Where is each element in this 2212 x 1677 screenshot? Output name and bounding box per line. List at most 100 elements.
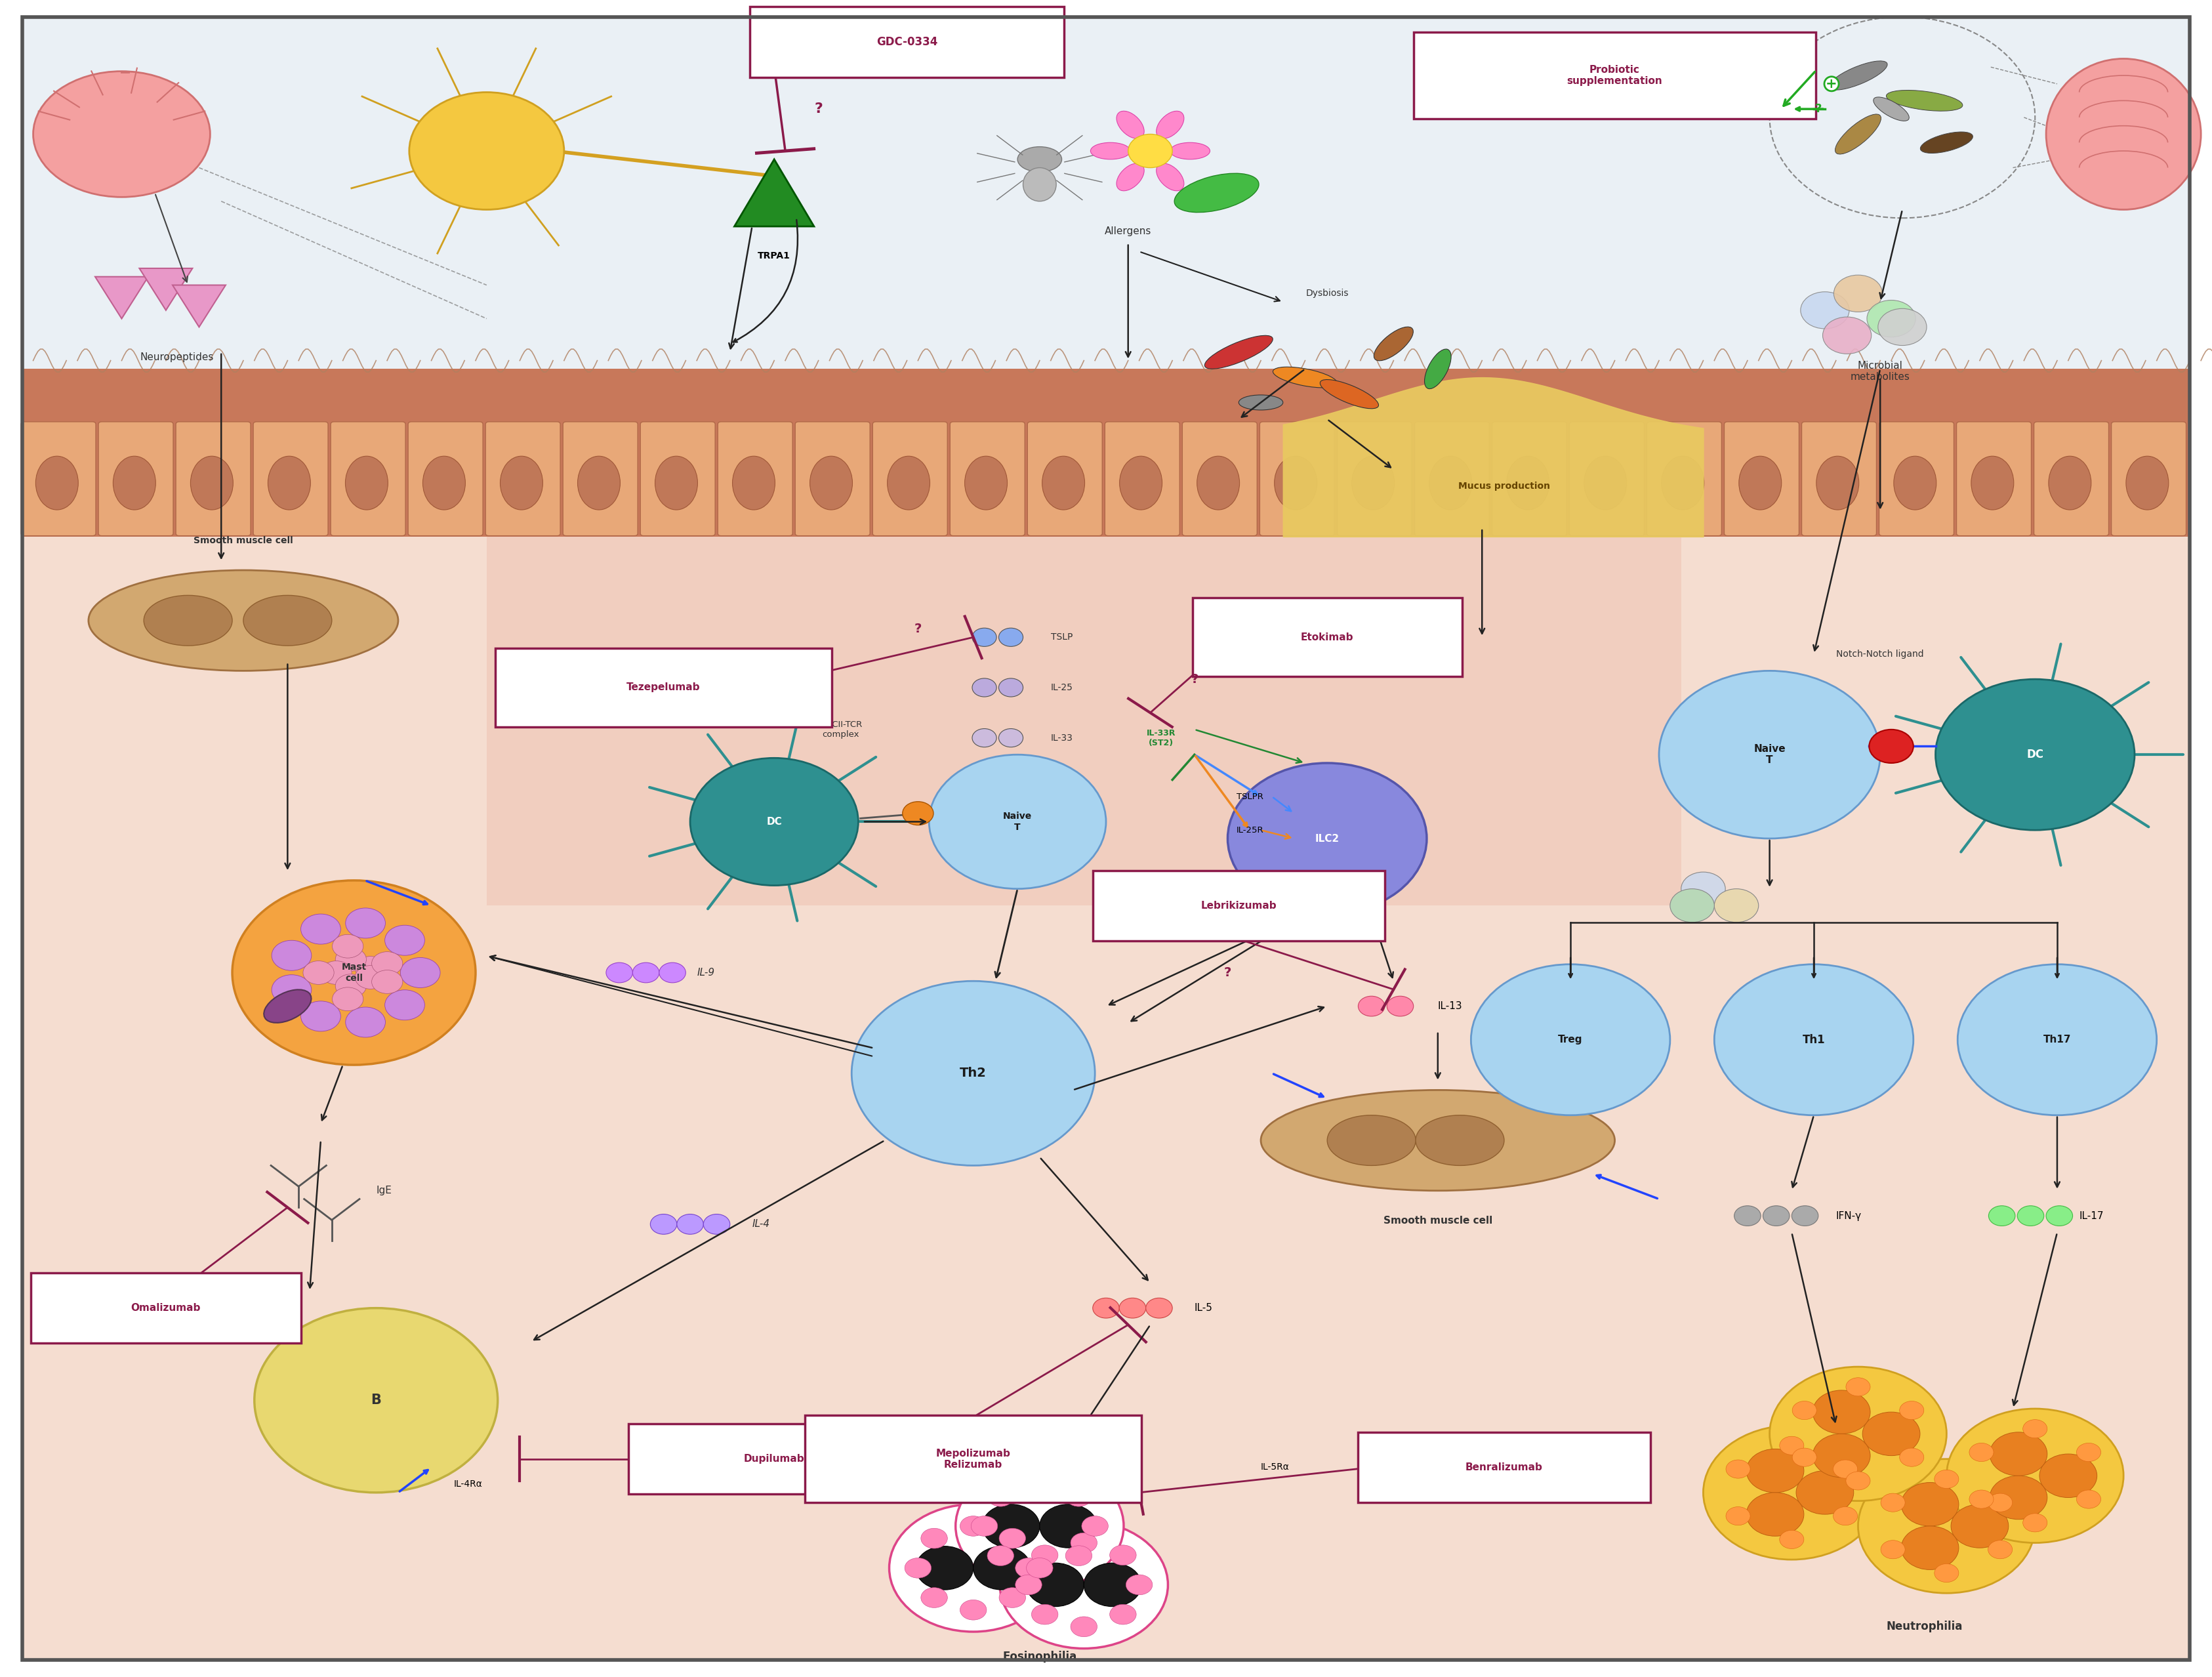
Circle shape [1031,1605,1057,1625]
Text: Mepolizumab
Relizumab: Mepolizumab Relizumab [936,1449,1011,1469]
Ellipse shape [1816,456,1858,510]
Text: IL-25: IL-25 [1051,683,1073,693]
Ellipse shape [268,456,310,510]
Ellipse shape [1836,114,1880,154]
Circle shape [852,981,1095,1166]
Circle shape [1900,1449,1924,1466]
Circle shape [2077,1442,2101,1462]
Circle shape [1040,1504,1097,1548]
Ellipse shape [1170,143,1210,159]
Circle shape [1093,1298,1119,1318]
Ellipse shape [144,595,232,646]
Circle shape [1026,1474,1053,1494]
Ellipse shape [243,595,332,646]
Text: IL-25R: IL-25R [1237,825,1263,835]
Circle shape [973,1546,1031,1590]
Polygon shape [95,277,148,319]
Circle shape [971,678,995,698]
Circle shape [1119,1298,1146,1318]
Circle shape [1880,1539,1905,1560]
Ellipse shape [1042,456,1084,510]
Circle shape [1734,1206,1761,1226]
Ellipse shape [1157,111,1183,139]
FancyBboxPatch shape [874,423,947,537]
Text: Smooth muscle cell: Smooth muscle cell [192,537,294,545]
Circle shape [1951,1504,2008,1548]
Circle shape [982,1504,1040,1548]
Circle shape [1031,1545,1057,1565]
Circle shape [1026,1558,1053,1578]
Circle shape [920,1588,947,1608]
Text: Naive
T: Naive T [1002,812,1033,832]
Ellipse shape [964,456,1006,510]
Circle shape [1902,1526,1960,1570]
FancyBboxPatch shape [332,423,405,537]
Text: ILC2: ILC2 [1314,833,1340,844]
Text: ?: ? [1190,672,1199,686]
Circle shape [659,963,686,983]
Text: IL-5Rα: IL-5Rα [1261,1462,1290,1472]
Ellipse shape [2126,456,2168,510]
FancyBboxPatch shape [1491,423,1566,537]
Text: IL-9: IL-9 [697,968,714,978]
FancyBboxPatch shape [1336,423,1411,537]
Text: Th17: Th17 [2044,1035,2070,1045]
Circle shape [2077,1491,2101,1509]
Text: IL-17: IL-17 [2079,1211,2104,1221]
Ellipse shape [1416,1115,1504,1166]
Ellipse shape [1893,456,1936,510]
Ellipse shape [1971,456,2013,510]
Ellipse shape [1829,60,1887,91]
Circle shape [1703,1425,1880,1560]
FancyBboxPatch shape [796,423,869,537]
Circle shape [1000,629,1024,647]
Circle shape [1991,1476,2048,1519]
Circle shape [1834,275,1882,312]
Text: IL-4: IL-4 [752,1219,770,1229]
Ellipse shape [1374,327,1413,361]
Circle shape [1066,1486,1093,1506]
Circle shape [1834,1459,1858,1479]
Circle shape [1681,872,1725,906]
Circle shape [1763,1206,1790,1226]
FancyBboxPatch shape [641,423,714,537]
FancyBboxPatch shape [1413,32,1816,119]
Circle shape [1989,1539,2013,1560]
Text: Th1: Th1 [1803,1033,1825,1046]
Text: Notch-Notch ligand: Notch-Notch ligand [1836,649,1924,659]
Circle shape [372,953,403,976]
Circle shape [254,1308,498,1493]
Text: IL-13: IL-13 [1438,1001,1462,1011]
Text: ?: ? [914,622,922,636]
Ellipse shape [1920,132,1973,153]
FancyBboxPatch shape [22,423,95,537]
Circle shape [1936,679,2135,830]
FancyBboxPatch shape [1358,1432,1650,1503]
Circle shape [336,948,367,971]
Ellipse shape [190,456,232,510]
Circle shape [1471,964,1670,1115]
Ellipse shape [1018,148,1062,173]
Circle shape [232,880,476,1065]
Ellipse shape [263,989,312,1023]
Circle shape [2017,1206,2044,1226]
Text: DC: DC [765,817,783,827]
FancyBboxPatch shape [719,423,792,537]
Circle shape [2024,1419,2048,1439]
Text: IL-33R
(ST2): IL-33R (ST2) [1146,729,1177,746]
Text: Smooth muscle cell: Smooth muscle cell [1382,1216,1493,1226]
Ellipse shape [35,456,77,510]
FancyBboxPatch shape [1093,870,1385,941]
Circle shape [1000,1528,1026,1548]
Text: GDC-0334: GDC-0334 [876,35,938,49]
Circle shape [400,958,440,988]
Ellipse shape [1584,456,1626,510]
Circle shape [1867,300,1916,337]
Text: Th2: Th2 [960,1067,987,1080]
Text: Mast
cell: Mast cell [341,963,367,983]
FancyBboxPatch shape [1801,423,1876,537]
Text: IL-33: IL-33 [1051,733,1073,743]
Ellipse shape [1874,97,1909,121]
Circle shape [1834,1508,1858,1526]
Text: TSLP: TSLP [1051,632,1073,642]
